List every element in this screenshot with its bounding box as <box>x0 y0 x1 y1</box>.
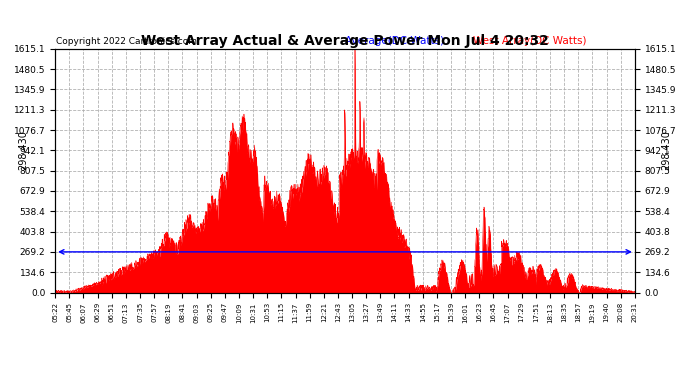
Title: West Array Actual & Average Power Mon Jul 4 20:32: West Array Actual & Average Power Mon Ju… <box>141 34 549 48</box>
Text: 298.430: 298.430 <box>662 130 671 170</box>
Text: Average(DC Watts): Average(DC Watts) <box>345 36 444 46</box>
Text: Copyright 2022 Cartronics.com: Copyright 2022 Cartronics.com <box>56 38 197 46</box>
Text: 298.430: 298.430 <box>19 130 28 170</box>
Text: West Array(DC Watts): West Array(DC Watts) <box>473 36 586 46</box>
